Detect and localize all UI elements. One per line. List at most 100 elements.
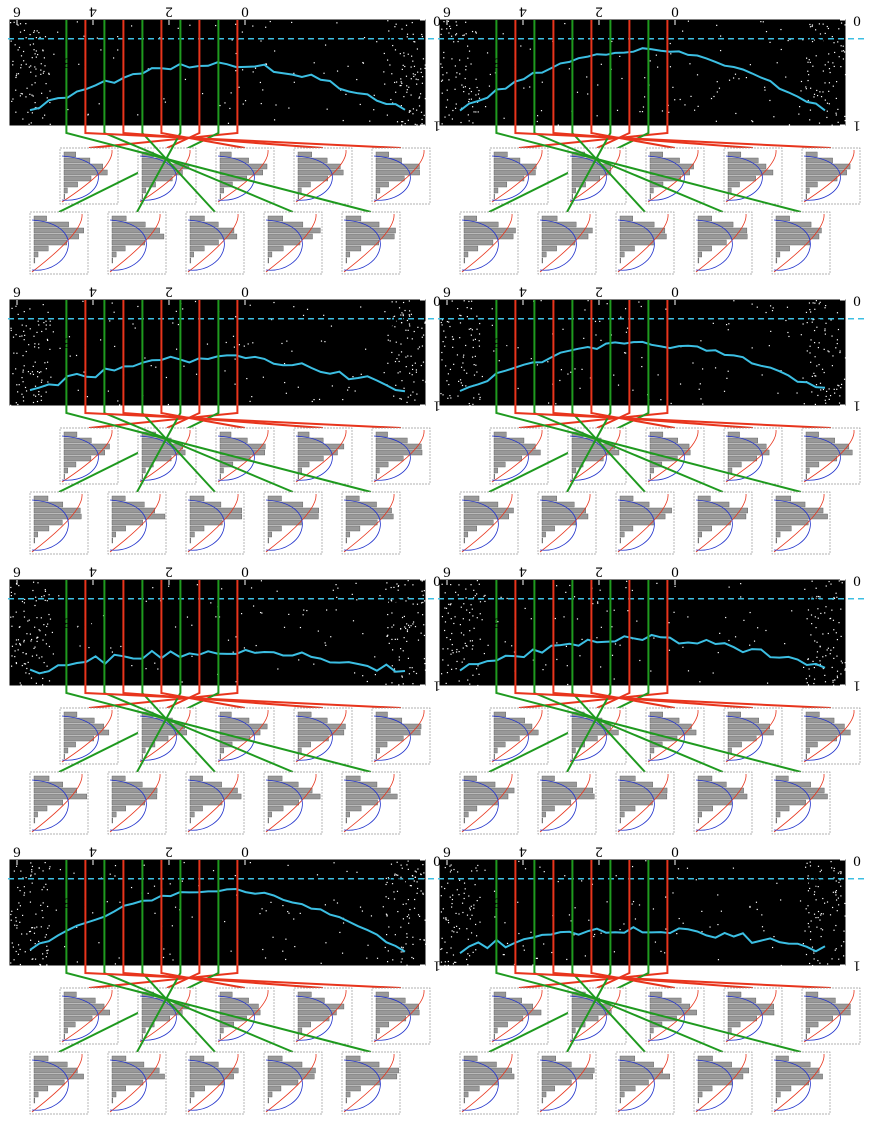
noise-dot bbox=[130, 25, 133, 27]
noise-dot bbox=[816, 641, 818, 643]
level-line bbox=[88, 300, 239, 429]
noise-dot bbox=[387, 950, 389, 952]
noise-dot bbox=[611, 654, 614, 656]
noise-dot bbox=[441, 886, 443, 888]
noise-dot bbox=[40, 69, 42, 71]
noise-dot bbox=[686, 867, 689, 869]
noise-dot bbox=[657, 374, 659, 376]
noise-dot bbox=[46, 945, 48, 947]
histogram-bar bbox=[297, 193, 299, 200]
histogram-bar bbox=[375, 443, 422, 450]
noise-dot bbox=[302, 314, 305, 317]
noise-dot bbox=[391, 649, 394, 651]
noise-dot bbox=[34, 604, 36, 607]
histogram-bar bbox=[727, 1033, 729, 1040]
panel bbox=[8, 19, 445, 275]
noise-dot bbox=[771, 309, 774, 312]
noise-dot bbox=[242, 103, 244, 105]
noise-dot bbox=[473, 111, 475, 113]
noise-dot bbox=[500, 596, 502, 598]
noise-dot bbox=[400, 876, 402, 878]
noise-dot bbox=[112, 57, 115, 59]
noise-dot bbox=[406, 401, 408, 404]
noise-dot bbox=[288, 912, 290, 914]
noise-dot bbox=[390, 599, 392, 601]
histogram bbox=[489, 707, 549, 765]
noise-dot bbox=[400, 105, 402, 107]
position-tick-label: 1 bbox=[433, 118, 441, 134]
noise-dot bbox=[410, 885, 412, 887]
noise-dot bbox=[732, 867, 735, 869]
histogram-bar bbox=[111, 251, 117, 258]
histogram-bar bbox=[463, 817, 465, 824]
red-fit bbox=[539, 773, 591, 833]
blue-fit bbox=[265, 219, 303, 271]
level-line bbox=[136, 580, 182, 773]
noise-dot bbox=[399, 371, 401, 373]
noise-dot bbox=[111, 651, 113, 653]
level-line bbox=[488, 860, 650, 1053]
noise-dot bbox=[840, 45, 842, 47]
noise-dot bbox=[277, 668, 279, 670]
noise-dot bbox=[751, 347, 753, 349]
noise-dot bbox=[454, 107, 457, 109]
noise-dot bbox=[44, 634, 47, 636]
noise-dot bbox=[788, 124, 791, 126]
noise-dot bbox=[815, 55, 817, 57]
noise-dot bbox=[396, 121, 399, 123]
noise-dot bbox=[38, 657, 40, 659]
threshold-label: 0.178 bbox=[493, 615, 527, 631]
noise-dot bbox=[47, 623, 49, 625]
histogram-bar bbox=[141, 1027, 146, 1034]
histogram-bar bbox=[571, 747, 576, 754]
histogram-bar bbox=[267, 221, 304, 228]
noise-dot bbox=[506, 345, 508, 347]
noise-dot bbox=[820, 935, 822, 938]
noise-dot bbox=[83, 35, 85, 37]
noise-dot bbox=[454, 616, 456, 618]
blue-fit bbox=[31, 499, 69, 551]
noise-dot bbox=[451, 898, 454, 901]
histogram-bar bbox=[493, 1021, 508, 1028]
position-tick-label: 0 bbox=[853, 853, 861, 869]
histogram-bar bbox=[297, 449, 338, 456]
noise-dot bbox=[673, 611, 675, 613]
blue-fit bbox=[343, 499, 381, 551]
noise-dot bbox=[336, 902, 339, 904]
noise-dot bbox=[445, 607, 448, 609]
noise-dot bbox=[837, 872, 840, 874]
noise-dot bbox=[113, 311, 115, 313]
noise-dot bbox=[844, 115, 846, 118]
noise-dot bbox=[477, 93, 480, 95]
noise-dot bbox=[201, 92, 204, 95]
histogram-bar bbox=[541, 811, 546, 818]
noise-dot bbox=[450, 618, 452, 620]
noise-dot bbox=[387, 627, 389, 629]
noise-dot bbox=[809, 861, 811, 863]
noise-dot bbox=[48, 613, 50, 616]
histogram-bar bbox=[111, 787, 158, 794]
noise-dot bbox=[828, 103, 830, 105]
histogram-bar bbox=[111, 1085, 126, 1092]
noise-dot bbox=[407, 898, 409, 901]
noise-dot bbox=[564, 22, 566, 25]
histogram-bar bbox=[345, 1091, 351, 1098]
noise-dot bbox=[456, 660, 458, 663]
histogram-bar bbox=[541, 537, 543, 544]
noise-dot bbox=[806, 862, 808, 864]
noise-dot bbox=[827, 647, 829, 649]
noise-dot bbox=[19, 95, 21, 97]
noise-dot bbox=[408, 111, 410, 113]
noise-dot bbox=[844, 357, 847, 359]
noise-dot bbox=[34, 66, 36, 68]
histogram-bar bbox=[727, 443, 767, 450]
noise-dot bbox=[385, 896, 387, 898]
noise-dot bbox=[468, 98, 470, 100]
histogram-bar bbox=[775, 257, 778, 264]
red-fit bbox=[647, 429, 699, 483]
histogram-bar bbox=[775, 531, 781, 538]
noise-dot bbox=[524, 607, 526, 610]
noise-dot bbox=[816, 595, 818, 598]
noise-dot bbox=[389, 340, 391, 342]
noise-dot bbox=[422, 594, 424, 596]
